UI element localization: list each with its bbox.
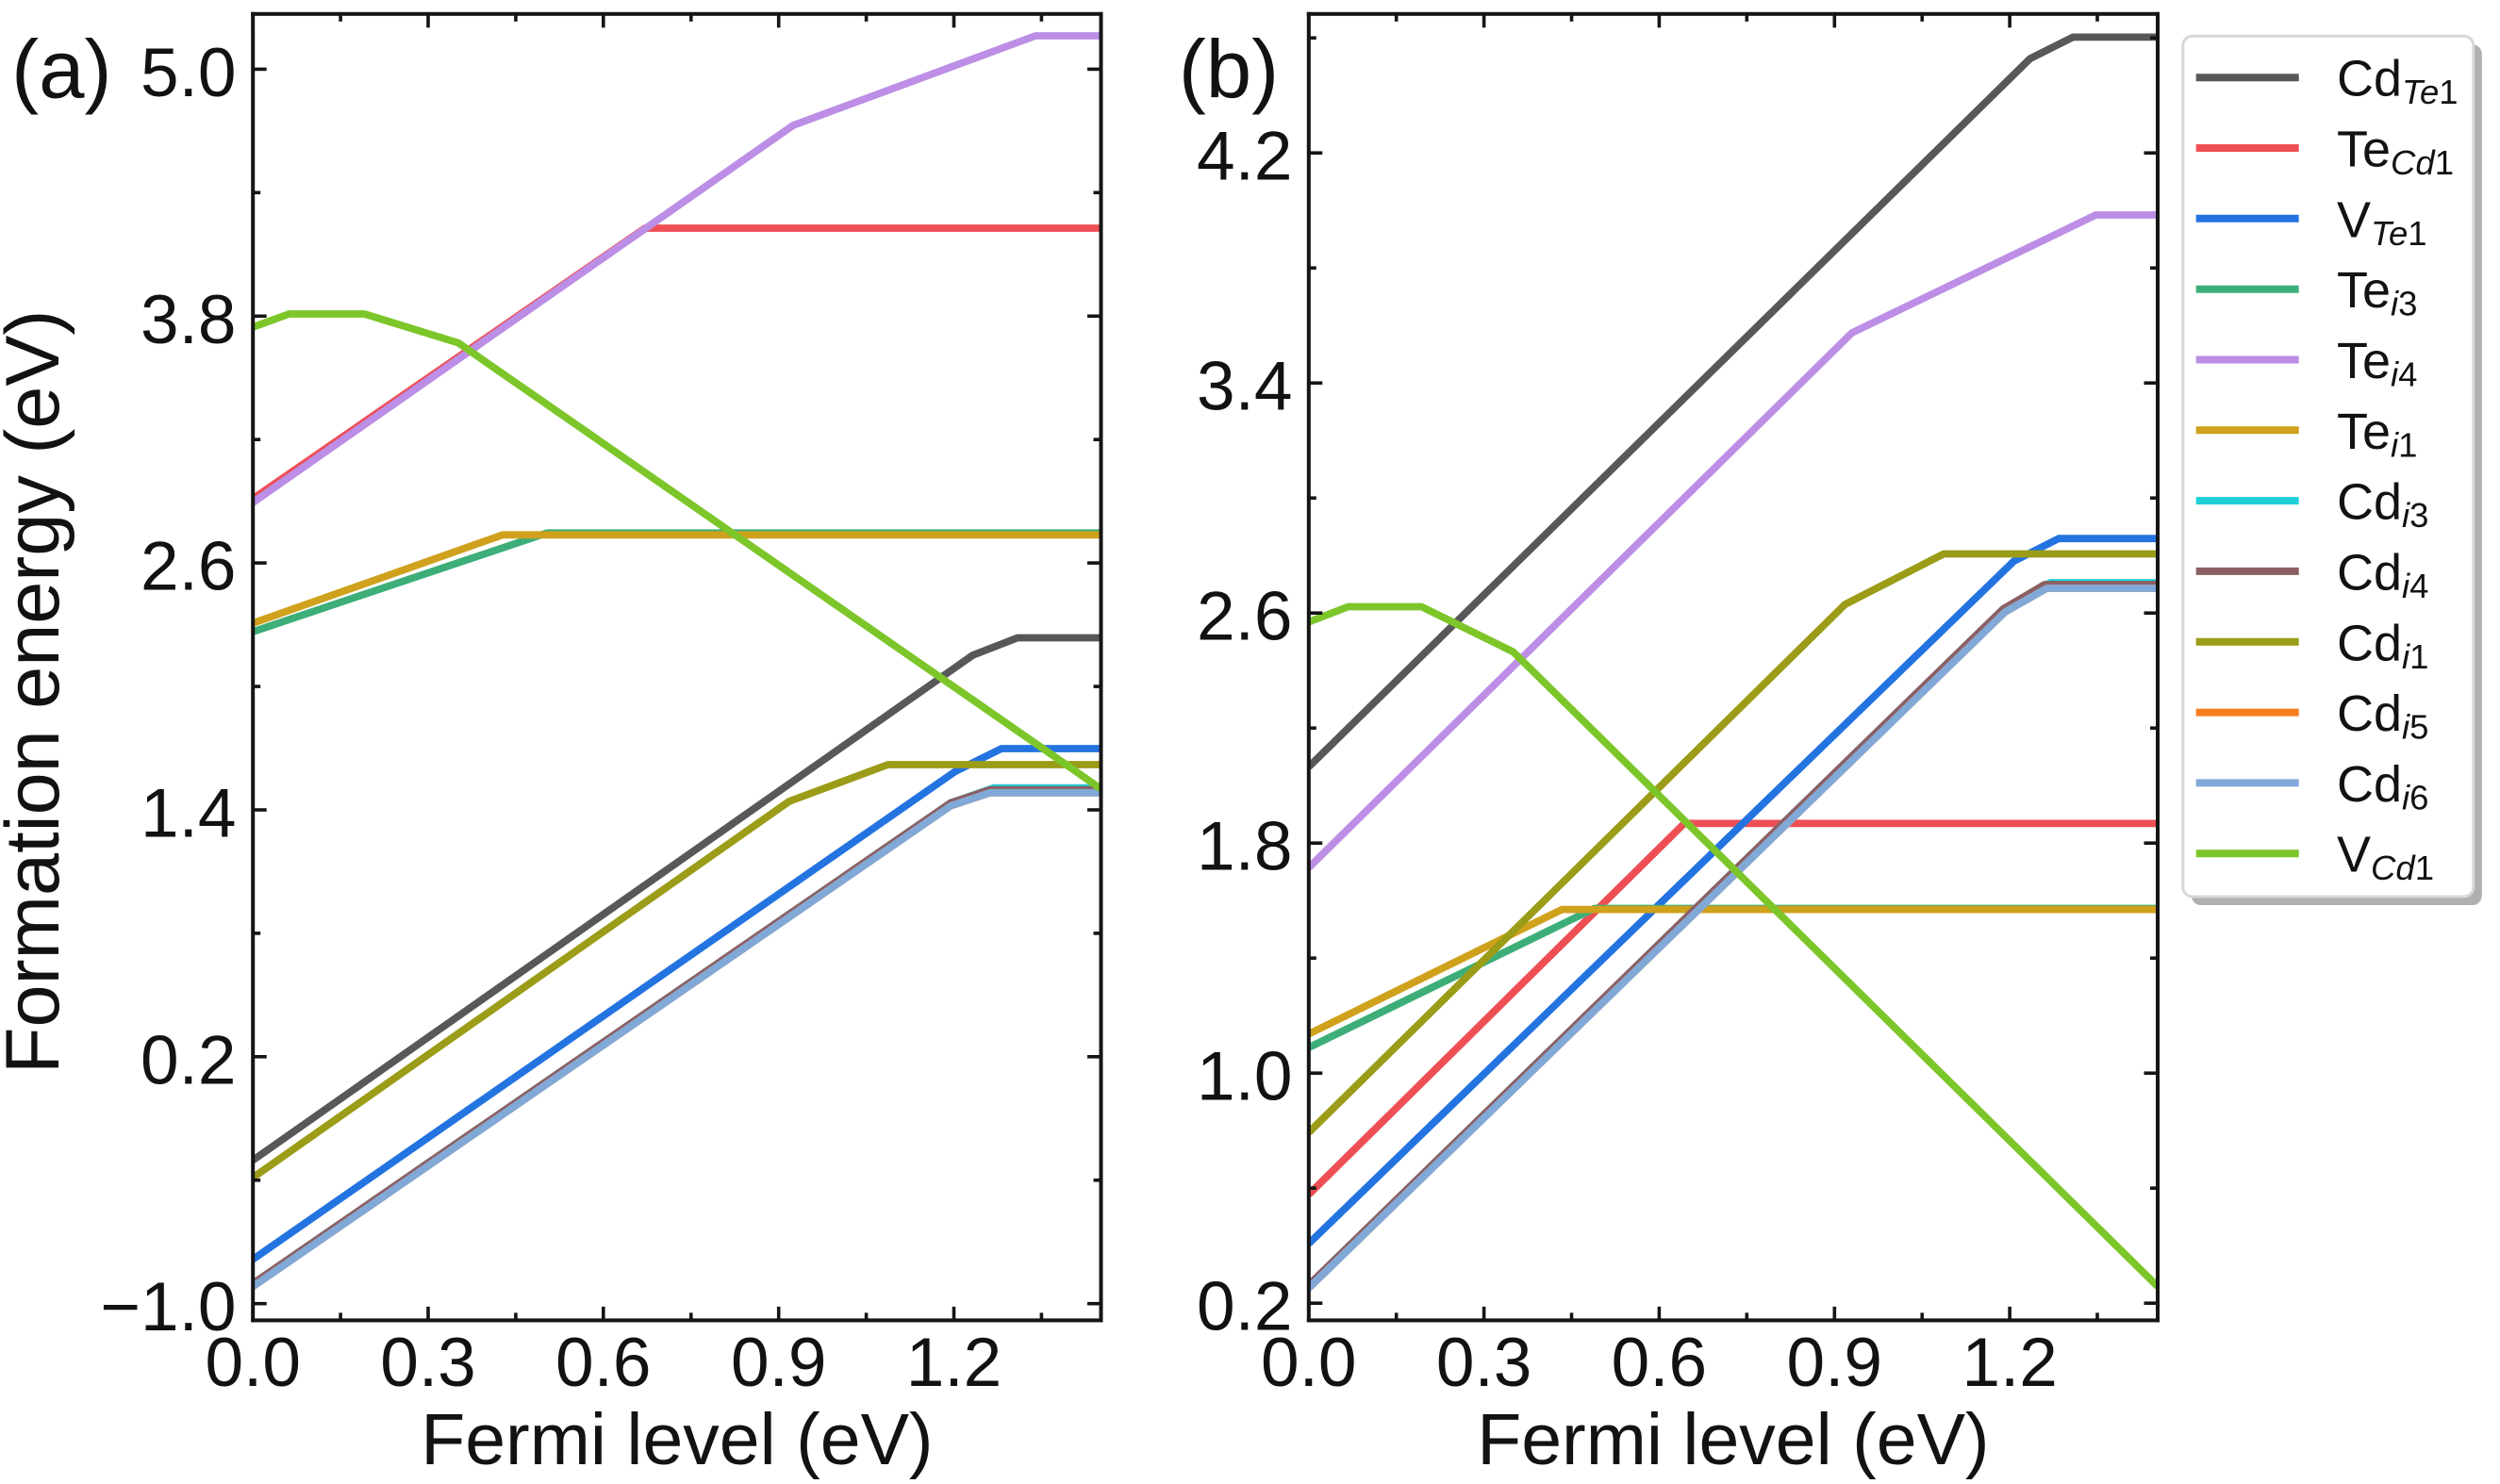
svg-text:0.2: 0.2 — [1197, 1269, 1292, 1345]
svg-text:4.2: 4.2 — [1197, 119, 1292, 195]
svg-text:Fermi level (eV): Fermi level (eV) — [421, 1399, 933, 1479]
svg-text:Fermi level (eV): Fermi level (eV) — [1477, 1399, 1989, 1479]
svg-text:0.9: 0.9 — [731, 1325, 826, 1401]
svg-text:0.9: 0.9 — [1787, 1325, 1882, 1401]
svg-text:(b): (b) — [1179, 25, 1279, 116]
svg-text:0.0: 0.0 — [205, 1325, 300, 1401]
svg-text:0.6: 0.6 — [555, 1325, 651, 1401]
svg-text:CdTe1: CdTe1 — [2337, 51, 2459, 112]
svg-text:3.8: 3.8 — [141, 282, 236, 358]
svg-text:2.6: 2.6 — [1197, 579, 1292, 655]
svg-text:5.0: 5.0 — [141, 35, 236, 111]
svg-text:Tei1: Tei1 — [2337, 404, 2417, 465]
svg-text:−1.0: −1.0 — [100, 1269, 236, 1345]
svg-text:3.4: 3.4 — [1197, 349, 1292, 425]
svg-text:1.2: 1.2 — [1962, 1325, 2057, 1401]
svg-text:(a): (a) — [11, 25, 111, 116]
svg-text:1.8: 1.8 — [1197, 809, 1292, 885]
svg-text:0.6: 0.6 — [1612, 1325, 1707, 1401]
svg-text:1.0: 1.0 — [1197, 1039, 1292, 1115]
svg-text:Cdi4: Cdi4 — [2337, 544, 2428, 605]
svg-text:1.4: 1.4 — [141, 776, 236, 852]
svg-text:2.6: 2.6 — [141, 529, 236, 605]
svg-text:0.3: 0.3 — [1436, 1325, 1531, 1401]
svg-text:0.0: 0.0 — [1261, 1325, 1356, 1401]
svg-text:1.2: 1.2 — [906, 1325, 1002, 1401]
svg-text:0.3: 0.3 — [380, 1325, 475, 1401]
svg-text:0.2: 0.2 — [141, 1022, 236, 1098]
svg-text:Formation energy (eV): Formation energy (eV) — [0, 310, 75, 1074]
